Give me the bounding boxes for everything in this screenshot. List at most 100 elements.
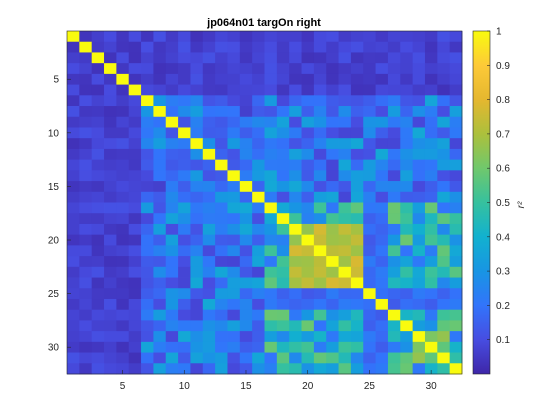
heatmap-cell [91,170,105,182]
heatmap-cell [190,63,204,75]
heatmap-cell [276,363,290,375]
heatmap-cell [252,223,265,236]
heatmap-cell [400,288,414,300]
heatmap-cell [301,288,315,300]
heatmap-cell [424,191,438,203]
heatmap-cell [363,95,376,107]
heatmap-cell [252,138,265,150]
heatmap-cell [141,148,154,161]
heatmap-cell [264,138,278,150]
x-axis: 5 10 15 20 25 30 [120,370,437,392]
heatmap-cell [178,320,191,332]
heatmap-cell [313,213,327,225]
heatmap-cell [313,277,327,289]
heatmap-cell [239,245,253,257]
heatmap-cell [67,320,80,332]
heatmap-cell [239,202,253,214]
heatmap-cell [104,170,117,182]
heatmap-cell [350,298,364,311]
chart-title: jp064n01 targOn right [206,17,321,29]
colorbar-tick-label: 0.3 [496,267,510,278]
heatmap-cell [128,31,142,43]
heatmap-cell [128,298,142,311]
heatmap-cell [178,256,191,268]
heatmap-cell [264,213,278,225]
heatmap-cell [141,266,154,278]
heatmap-cell [202,159,216,171]
heatmap-cell [141,256,154,268]
heatmap-cell [264,159,278,171]
heatmap-cell [141,73,154,85]
heatmap-cell [190,213,204,225]
heatmap-cell [153,298,167,311]
x-tick-label: 25 [364,381,376,392]
heatmap-cell [326,331,339,343]
heatmap-cell [289,288,302,300]
y-tick-label: 20 [48,236,60,247]
heatmap-cell [91,213,105,225]
heatmap-cell [412,223,426,236]
heatmap-cell [363,352,376,364]
heatmap-cell [276,191,290,203]
heatmap-cell [375,245,389,257]
heatmap-cell [437,106,451,118]
heatmap-cell [400,84,414,96]
heatmap-cell [437,234,451,246]
heatmap-cell [326,95,339,107]
heatmap-cell [350,266,364,278]
heatmap-cell [79,84,93,96]
heatmap-cell [116,116,130,128]
colorbar-ticks: 0.1 0.2 0.3 0.4 0.5 0.6 0.7 0.8 0.9 1 [487,27,510,346]
heatmap-cell [301,84,315,96]
heatmap-cell [128,363,142,375]
heatmap-cell [128,148,142,161]
heatmap-cell [227,148,241,161]
heatmap-cell [239,234,253,246]
heatmap-cell [289,95,302,107]
heatmap-cell [326,73,339,85]
heatmap-cell [67,298,80,311]
heatmap-cell [202,223,216,236]
heatmap-cell [301,52,315,64]
heatmap-cell [424,84,438,96]
heatmap-cell [437,277,451,289]
heatmap-cell [141,213,154,225]
heatmap-cell [79,31,93,43]
x-tick-label: 20 [302,381,314,392]
heatmap-cell [387,148,401,161]
heatmap-cell [301,138,315,150]
heatmap-cell [338,116,352,128]
heatmap-cell [202,352,216,364]
heatmap-cell [424,41,438,53]
heatmap-cell [202,63,216,75]
heatmap-cell [67,331,80,343]
heatmap-cell [437,84,451,96]
heatmap-cell [239,52,253,64]
heatmap-cell [301,352,315,364]
heatmap-cell [67,106,80,118]
heatmap-cell [178,41,191,53]
heatmap-cell [387,138,401,150]
heatmap-cell [91,341,105,353]
heatmap-cell [91,331,105,343]
heatmap-cell [202,148,216,161]
heatmap-cell [227,84,241,96]
heatmap-cell [239,298,253,311]
heatmap-cell [252,363,265,375]
heatmap-cell [375,213,389,225]
heatmap-cell [141,138,154,150]
heatmap-cell [67,170,80,182]
heatmap-cell [363,84,376,96]
heatmap-cell [412,234,426,246]
heatmap-cell [215,202,228,214]
heatmap-cell [141,320,154,332]
heatmap-cell [437,352,451,364]
heatmap-cell [412,363,426,375]
heatmap-cell [412,41,426,53]
heatmap-cell [412,84,426,96]
heatmap-cell [79,181,93,193]
heatmap-cell [116,41,130,53]
heatmap-cell [338,170,352,182]
heatmap-cell [153,106,167,118]
heatmap-cell [301,309,315,321]
